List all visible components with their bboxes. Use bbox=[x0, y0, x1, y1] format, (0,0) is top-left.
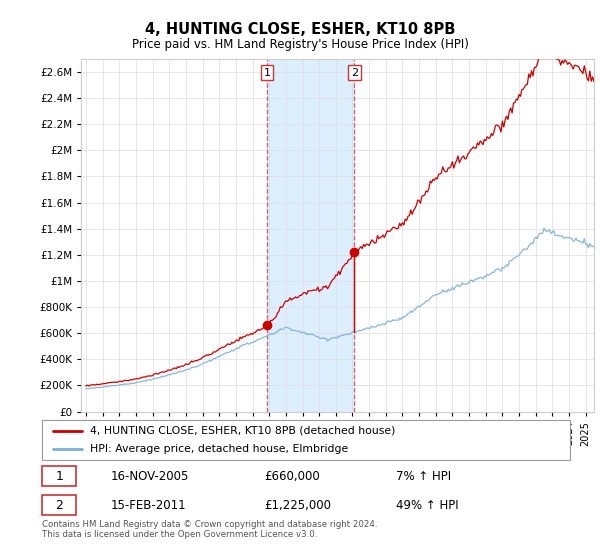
Text: HPI: Average price, detached house, Elmbridge: HPI: Average price, detached house, Elmb… bbox=[89, 445, 348, 454]
Bar bbox=[267, 59, 355, 412]
Text: 7% ↑ HPI: 7% ↑ HPI bbox=[396, 469, 451, 483]
Text: Contains HM Land Registry data © Crown copyright and database right 2024.
This d: Contains HM Land Registry data © Crown c… bbox=[42, 520, 377, 539]
Text: 49% ↑ HPI: 49% ↑ HPI bbox=[396, 498, 458, 512]
Text: 4, HUNTING CLOSE, ESHER, KT10 8PB (detached house): 4, HUNTING CLOSE, ESHER, KT10 8PB (detac… bbox=[89, 426, 395, 436]
Text: £1,225,000: £1,225,000 bbox=[264, 498, 331, 512]
Text: 16-NOV-2005: 16-NOV-2005 bbox=[110, 469, 189, 483]
Text: 2: 2 bbox=[55, 498, 64, 512]
Text: 2: 2 bbox=[351, 68, 358, 78]
Text: Price paid vs. HM Land Registry's House Price Index (HPI): Price paid vs. HM Land Registry's House … bbox=[131, 38, 469, 51]
Text: 1: 1 bbox=[55, 469, 64, 483]
Text: 15-FEB-2011: 15-FEB-2011 bbox=[110, 498, 186, 512]
Text: £660,000: £660,000 bbox=[264, 469, 320, 483]
Text: 4, HUNTING CLOSE, ESHER, KT10 8PB: 4, HUNTING CLOSE, ESHER, KT10 8PB bbox=[145, 22, 455, 38]
Bar bbox=[42, 495, 76, 515]
Bar bbox=[42, 466, 76, 486]
Text: 1: 1 bbox=[264, 68, 271, 78]
